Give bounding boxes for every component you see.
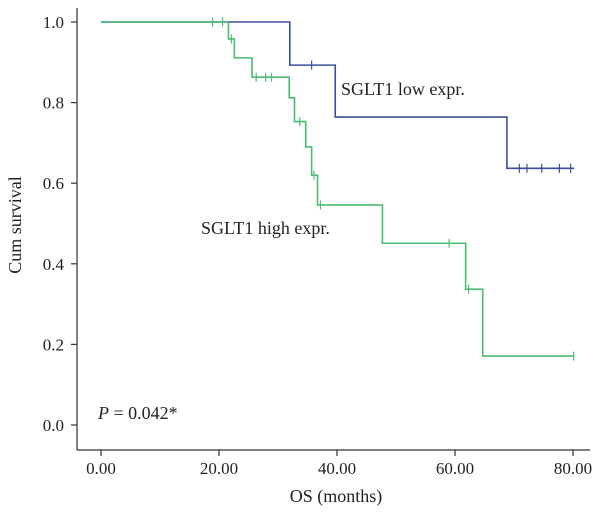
y-axis-ticks: 0.0 0.2 0.4 0.6 0.8 1.0 — [43, 13, 77, 435]
x-tick-label: 0.00 — [86, 459, 116, 478]
low-expression-label: SGLT1 low expr. — [341, 79, 465, 99]
y-axis-title: Cum survival — [5, 176, 25, 274]
y-tick-label: 0.2 — [43, 335, 64, 354]
x-tick-label: 40.00 — [318, 459, 356, 478]
y-tick-label: 0.0 — [43, 416, 64, 435]
x-tick-label: 60.00 — [436, 459, 474, 478]
high-expression-label: SGLT1 high expr. — [201, 218, 330, 238]
survival-curves — [101, 17, 575, 361]
y-tick-label: 0.4 — [43, 255, 65, 274]
series-0 — [101, 21, 575, 173]
y-tick-label: 0.8 — [43, 94, 64, 113]
p-value-symbol: P — [97, 403, 109, 423]
survival-step-line — [101, 21, 574, 357]
x-tick-label: 20.00 — [200, 459, 238, 478]
series-1 — [101, 17, 575, 361]
y-tick-label: 1.0 — [43, 13, 64, 32]
axes — [76, 8, 590, 451]
p-value-text: = 0.042* — [109, 403, 178, 423]
p-value-annotation: P = 0.042* — [97, 403, 178, 423]
y-tick-label: 0.6 — [43, 174, 64, 193]
x-tick-label: 80.00 — [554, 459, 592, 478]
survival-step-line — [101, 21, 575, 170]
x-axis-title: OS (months) — [290, 486, 383, 507]
x-axis-ticks: 0.00 20.00 40.00 60.00 80.00 — [86, 450, 592, 478]
